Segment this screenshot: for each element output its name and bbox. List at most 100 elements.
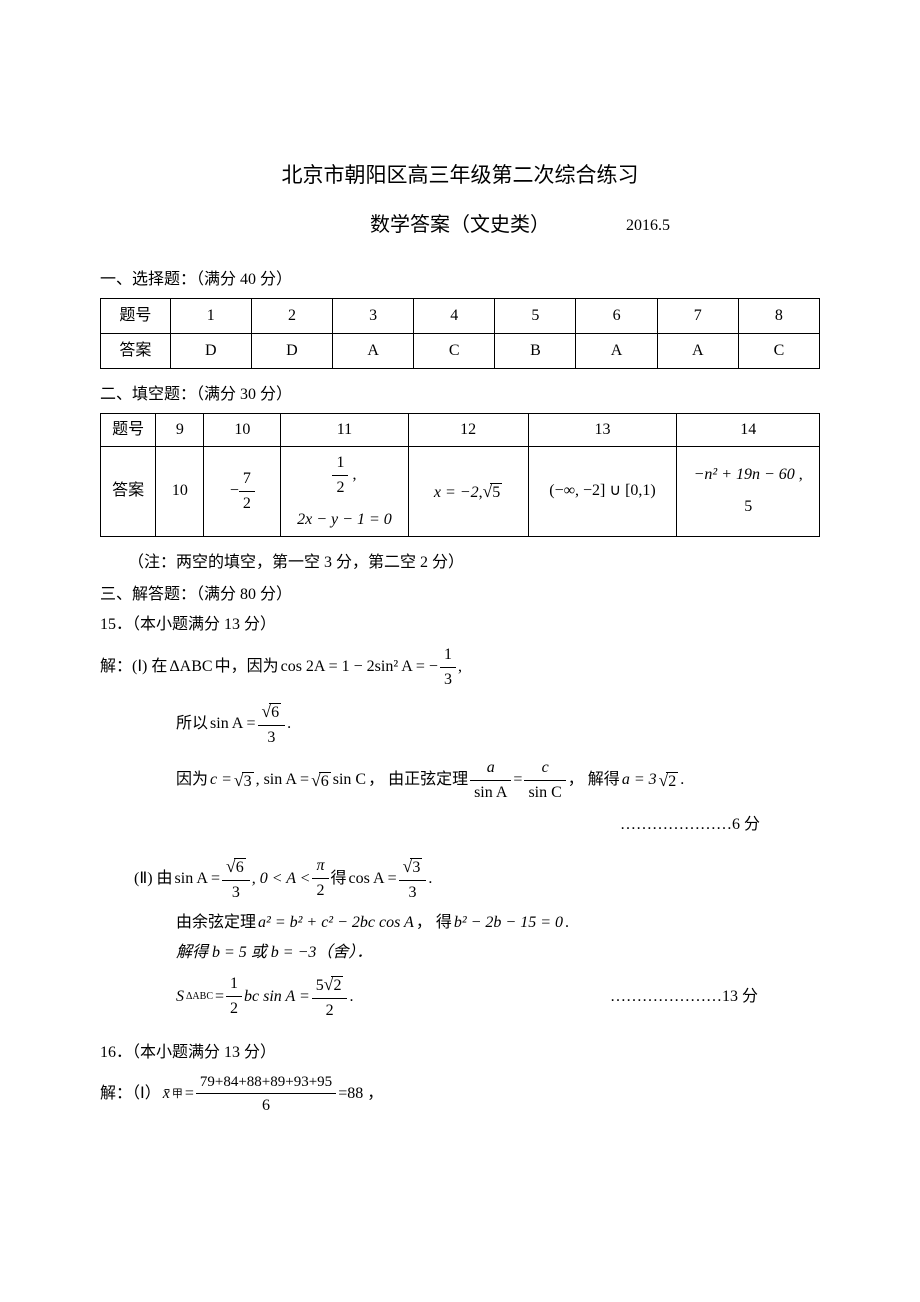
frac-num: c — [524, 756, 565, 780]
doc-title: 北京市朝阳区高三年级第二次综合练习 — [100, 160, 820, 192]
frac-den: 3 — [222, 880, 250, 905]
fill-col: 12 — [408, 413, 528, 446]
mc-ans: D — [170, 333, 251, 368]
doc-subtitle-row: 数学答案（文史类） 2016.5 — [100, 210, 820, 240]
ans-14a: −n² + 19n − 60 — [694, 466, 795, 483]
mc-col: 8 — [738, 298, 819, 333]
mc-ans: B — [495, 333, 576, 368]
section3-heading: 三、解答题：（满分 80 分） — [100, 583, 820, 607]
t: 得 — [331, 867, 347, 891]
t: c = — [210, 768, 232, 792]
frac-den: 2 — [312, 998, 348, 1023]
fill-answer-table: 题号 9 10 11 12 13 14 答案 10 −72 12 , 2x − … — [100, 413, 820, 537]
t: sin A = — [210, 712, 255, 736]
mc-col: 7 — [657, 298, 738, 333]
t: =88 ， — [338, 1082, 383, 1106]
fill-answer-label: 答案 — [101, 446, 156, 536]
frac-den: 2 — [332, 475, 348, 500]
fill-col: 13 — [528, 413, 677, 446]
t: sin C — [333, 768, 366, 792]
frac-den: 3 — [440, 667, 456, 692]
t: cos 2A = 1 − 2sin² A = − — [281, 655, 438, 679]
mc-col: 2 — [251, 298, 332, 333]
t: , 0 < A < — [252, 867, 311, 891]
mc-col: 1 — [170, 298, 251, 333]
t: ， 得 — [416, 911, 452, 935]
frac-num: a — [470, 756, 511, 780]
fill-ans-9: 10 — [156, 446, 204, 536]
table-row: 题号 1 2 3 4 5 6 7 8 — [101, 298, 820, 333]
sub: ΔABC — [186, 989, 213, 1004]
t: a = 3 — [622, 768, 657, 792]
q15-p6: 解得 b = 5 或 b = −3（舍）． — [176, 941, 820, 965]
mc-answer-label: 答案 — [101, 333, 171, 368]
fill-header-label: 题号 — [101, 413, 156, 446]
t: 解得 b = 5 或 b = −3（舍）． — [176, 944, 372, 961]
t: 解：（Ⅰ） — [100, 1082, 161, 1106]
frac-num: 7 — [239, 467, 255, 491]
t: cos A = — [349, 867, 397, 891]
neg-sign: − — [230, 482, 239, 499]
t: 因为 — [176, 768, 208, 792]
page-container: 北京市朝阳区高三年级第二次综合练习 数学答案（文史类） 2016.5 一、选择题… — [0, 0, 920, 1302]
q15-p7: SΔABC = 12 bc sin A = 5√22 . …………………13 分 — [176, 971, 820, 1023]
ans-12a: x = −2 — [434, 484, 479, 501]
t: b² − 2b − 15 = 0 — [454, 911, 563, 935]
line-eq: 2x − y − 1 = 0 — [297, 508, 392, 532]
sqrt-arg: 6 — [319, 772, 331, 790]
q16-p1: 解：（Ⅰ） x̄甲 = 79+84+88+89+93+956 =88 ， — [100, 1071, 820, 1119]
sqrt-arg: 2 — [331, 976, 343, 994]
frac-num: 79+84+88+89+93+95 — [196, 1071, 336, 1094]
frac-den: 2 — [312, 878, 328, 903]
t: a² = b² + c² − 2bc cos A — [258, 911, 414, 935]
fill-col: 9 — [156, 413, 204, 446]
doc-subtitle: 数学答案（文史类） — [370, 214, 550, 236]
mc-header-label: 题号 — [101, 298, 171, 333]
frac-den: sin C — [524, 780, 565, 805]
t: (Ⅱ) 由 — [134, 867, 173, 891]
section2-heading: 二、填空题：（满分 30 分） — [100, 383, 820, 407]
fill-ans-10: −72 — [204, 446, 281, 536]
mc-ans: A — [657, 333, 738, 368]
table-row: 答案 D D A C B A A C — [101, 333, 820, 368]
t: = — [185, 1082, 194, 1106]
mc-ans: A — [333, 333, 414, 368]
fill-col: 14 — [677, 413, 820, 446]
q15-p5: 由余弦定理 a² = b² + c² − 2bc cos A ， 得 b² − … — [176, 911, 820, 935]
frac-den: 2 — [226, 996, 242, 1021]
frac-num: 1 — [226, 972, 242, 996]
sqrt-arg: 6 — [269, 703, 281, 721]
table-row: 答案 10 −72 12 , 2x − y − 1 = 0 x = −2,√5 … — [101, 446, 820, 536]
q15-score2: …………………13 分 — [610, 985, 758, 1009]
section1-heading: 一、选择题：（满分 40 分） — [100, 268, 820, 292]
coef: 5 — [316, 977, 324, 994]
q16-heading: 16．（本小题满分 13 分） — [100, 1041, 820, 1065]
q15-heading: 15．（本小题满分 13 分） — [100, 613, 820, 637]
q15-p1: 解：(Ⅰ) 在 ΔABC 中，因为 cos 2A = 1 − 2sin² A =… — [100, 643, 820, 692]
sqrt-arg: 2 — [666, 772, 678, 790]
t: sin A = — [175, 867, 220, 891]
t: 由余弦定理 — [176, 911, 256, 935]
q15-p2: 所以 sin A = √63 . — [176, 698, 820, 750]
t: , sin A = — [256, 768, 309, 792]
mc-col: 6 — [576, 298, 657, 333]
t: S — [176, 985, 184, 1009]
mc-col: 5 — [495, 298, 576, 333]
t: ， 由正弦定理 — [368, 768, 468, 792]
table-row: 题号 9 10 11 12 13 14 — [101, 413, 820, 446]
t: 解：(Ⅰ) 在 — [100, 655, 167, 679]
frac-den: 3 — [399, 880, 427, 905]
fill-col: 10 — [204, 413, 281, 446]
sqrt-arg: 5 — [490, 483, 502, 501]
q15-p4: (Ⅱ) 由 sin A = √63 , 0 < A < π2 得 cos A =… — [134, 853, 820, 905]
sub: 甲 — [172, 1086, 183, 1103]
sqrt-arg: 3 — [410, 858, 422, 876]
doc-date: 2016.5 — [626, 214, 670, 238]
frac-den: 3 — [258, 725, 286, 750]
t: = — [513, 768, 522, 792]
ans-14b: 5 — [694, 495, 803, 519]
frac-den: sin A — [470, 780, 511, 805]
mc-ans: C — [414, 333, 495, 368]
q15-p3: 因为 c = √3 , sin A = √6 sin C ， 由正弦定理 asi… — [176, 756, 820, 805]
sqrt-arg: 3 — [242, 772, 254, 790]
